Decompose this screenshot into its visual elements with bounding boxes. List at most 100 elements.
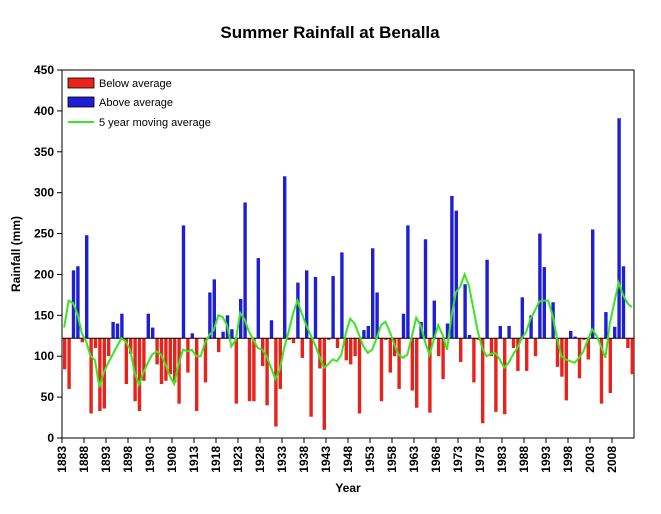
bar-1989 (529, 315, 533, 339)
bar-1931 (274, 338, 278, 427)
bar-1908 (173, 338, 177, 383)
bar-1976 (472, 338, 476, 383)
bar-1894 (111, 321, 115, 339)
bar-1975 (467, 334, 472, 339)
bar-1981 (494, 338, 498, 412)
bar-1936 (296, 282, 300, 339)
bar-1915 (203, 338, 208, 383)
x-tick-label: 1958 (385, 446, 399, 473)
bar-1905 (159, 338, 164, 385)
bar-1895 (115, 323, 120, 339)
bar-2005 (599, 338, 604, 404)
x-tick-label: 1938 (297, 446, 311, 473)
bar-1957 (388, 338, 392, 373)
bar-1955 (379, 338, 384, 402)
chart-title: Summer Rainfall at Benalla (220, 23, 440, 42)
bar-1901 (142, 338, 146, 381)
bar-1984 (507, 325, 511, 339)
bar-1883 (63, 338, 67, 370)
bar-1967 (432, 300, 436, 339)
x-tick-label: 1888 (77, 446, 91, 473)
bar-1907 (168, 338, 172, 375)
bar-1896 (120, 313, 124, 339)
y-tick-label: 150 (34, 308, 54, 322)
bar-2009 (617, 118, 621, 339)
bar-1988 (525, 338, 529, 371)
x-tick-label: 1953 (363, 446, 377, 473)
bar-1909 (177, 338, 181, 404)
bar-1982 (498, 325, 502, 339)
bar-1913 (195, 338, 199, 412)
bar-2012 (630, 338, 634, 375)
y-axis-label: Rainfall (mm) (9, 216, 23, 292)
x-tick-label: 1948 (341, 446, 355, 473)
bar-1934 (287, 338, 291, 340)
bar-1933 (283, 176, 287, 339)
y-tick-label: 200 (34, 267, 54, 281)
bar-1966 (428, 338, 432, 413)
bar-1959 (397, 338, 401, 389)
y-tick-label: 450 (34, 63, 54, 77)
bar-1947 (344, 338, 348, 361)
x-tick-label: 1913 (187, 446, 201, 473)
bar-1972 (454, 210, 458, 339)
bar-1971 (450, 195, 454, 339)
bar-1935 (291, 338, 296, 344)
bar-1911 (186, 338, 190, 373)
bar-1985 (511, 338, 516, 349)
bar-1939 (309, 338, 313, 417)
bar-1893 (107, 338, 111, 357)
bar-1937 (300, 338, 304, 358)
bar-1921 (230, 329, 234, 339)
bar-1902 (146, 313, 150, 339)
x-tick-label: 2003 (583, 446, 597, 473)
bar-2003 (591, 229, 595, 339)
bar-1899 (133, 338, 137, 402)
bar-1949 (353, 338, 357, 357)
x-tick-label: 1978 (473, 446, 487, 473)
bar-1925 (247, 338, 252, 402)
x-tick-label: 1903 (143, 446, 157, 473)
y-tick-label: 0 (47, 431, 54, 445)
y-tick-label: 250 (34, 227, 54, 241)
y-axis: 0 50 100 150 200 250 300 350 400 450 (34, 63, 62, 445)
bar-1917 (212, 279, 216, 339)
bar-2007 (608, 338, 612, 394)
bar-1919 (221, 331, 225, 339)
bar-2010 (621, 266, 626, 339)
bar-1906 (164, 338, 168, 381)
bar-1978 (481, 338, 485, 424)
bar-1924 (243, 202, 247, 339)
bar-1903 (151, 327, 155, 339)
x-tick-label: 1923 (231, 446, 245, 473)
bar-1983 (503, 338, 507, 415)
x-axis: 1883 1888 1893 1898 1903 1908 1913 1918 1923 1928… (55, 438, 619, 473)
legend-label-below: Below average (99, 78, 172, 90)
legend-label-above: Above average (99, 97, 173, 109)
bar-1973 (459, 338, 463, 362)
bar-1990 (533, 338, 538, 357)
bar-1961 (406, 225, 410, 339)
legend-swatch-below (67, 77, 95, 89)
legend: Below average Above average 5 year movin… (67, 77, 211, 129)
x-tick-label: 1973 (451, 446, 465, 473)
bar-1889 (89, 338, 93, 414)
bar-1887 (80, 338, 84, 343)
x-tick-label: 1928 (253, 446, 267, 473)
bar-1999 (573, 336, 577, 339)
bar-1979 (485, 259, 489, 339)
bar-1992 (542, 267, 546, 339)
bar-1884 (67, 338, 71, 389)
y-tick-label: 300 (34, 186, 54, 200)
x-tick-label: 1898 (121, 446, 135, 473)
x-tick-label: 2008 (605, 446, 619, 473)
bar-1968 (437, 338, 441, 357)
bar-1912 (190, 333, 194, 339)
bar-1886 (76, 266, 80, 339)
bar-1980 (489, 338, 494, 357)
bar-2001 (582, 338, 586, 340)
x-tick-label: 1963 (407, 446, 421, 473)
x-axis-label: Year (335, 481, 361, 495)
bar-1948 (349, 338, 353, 365)
